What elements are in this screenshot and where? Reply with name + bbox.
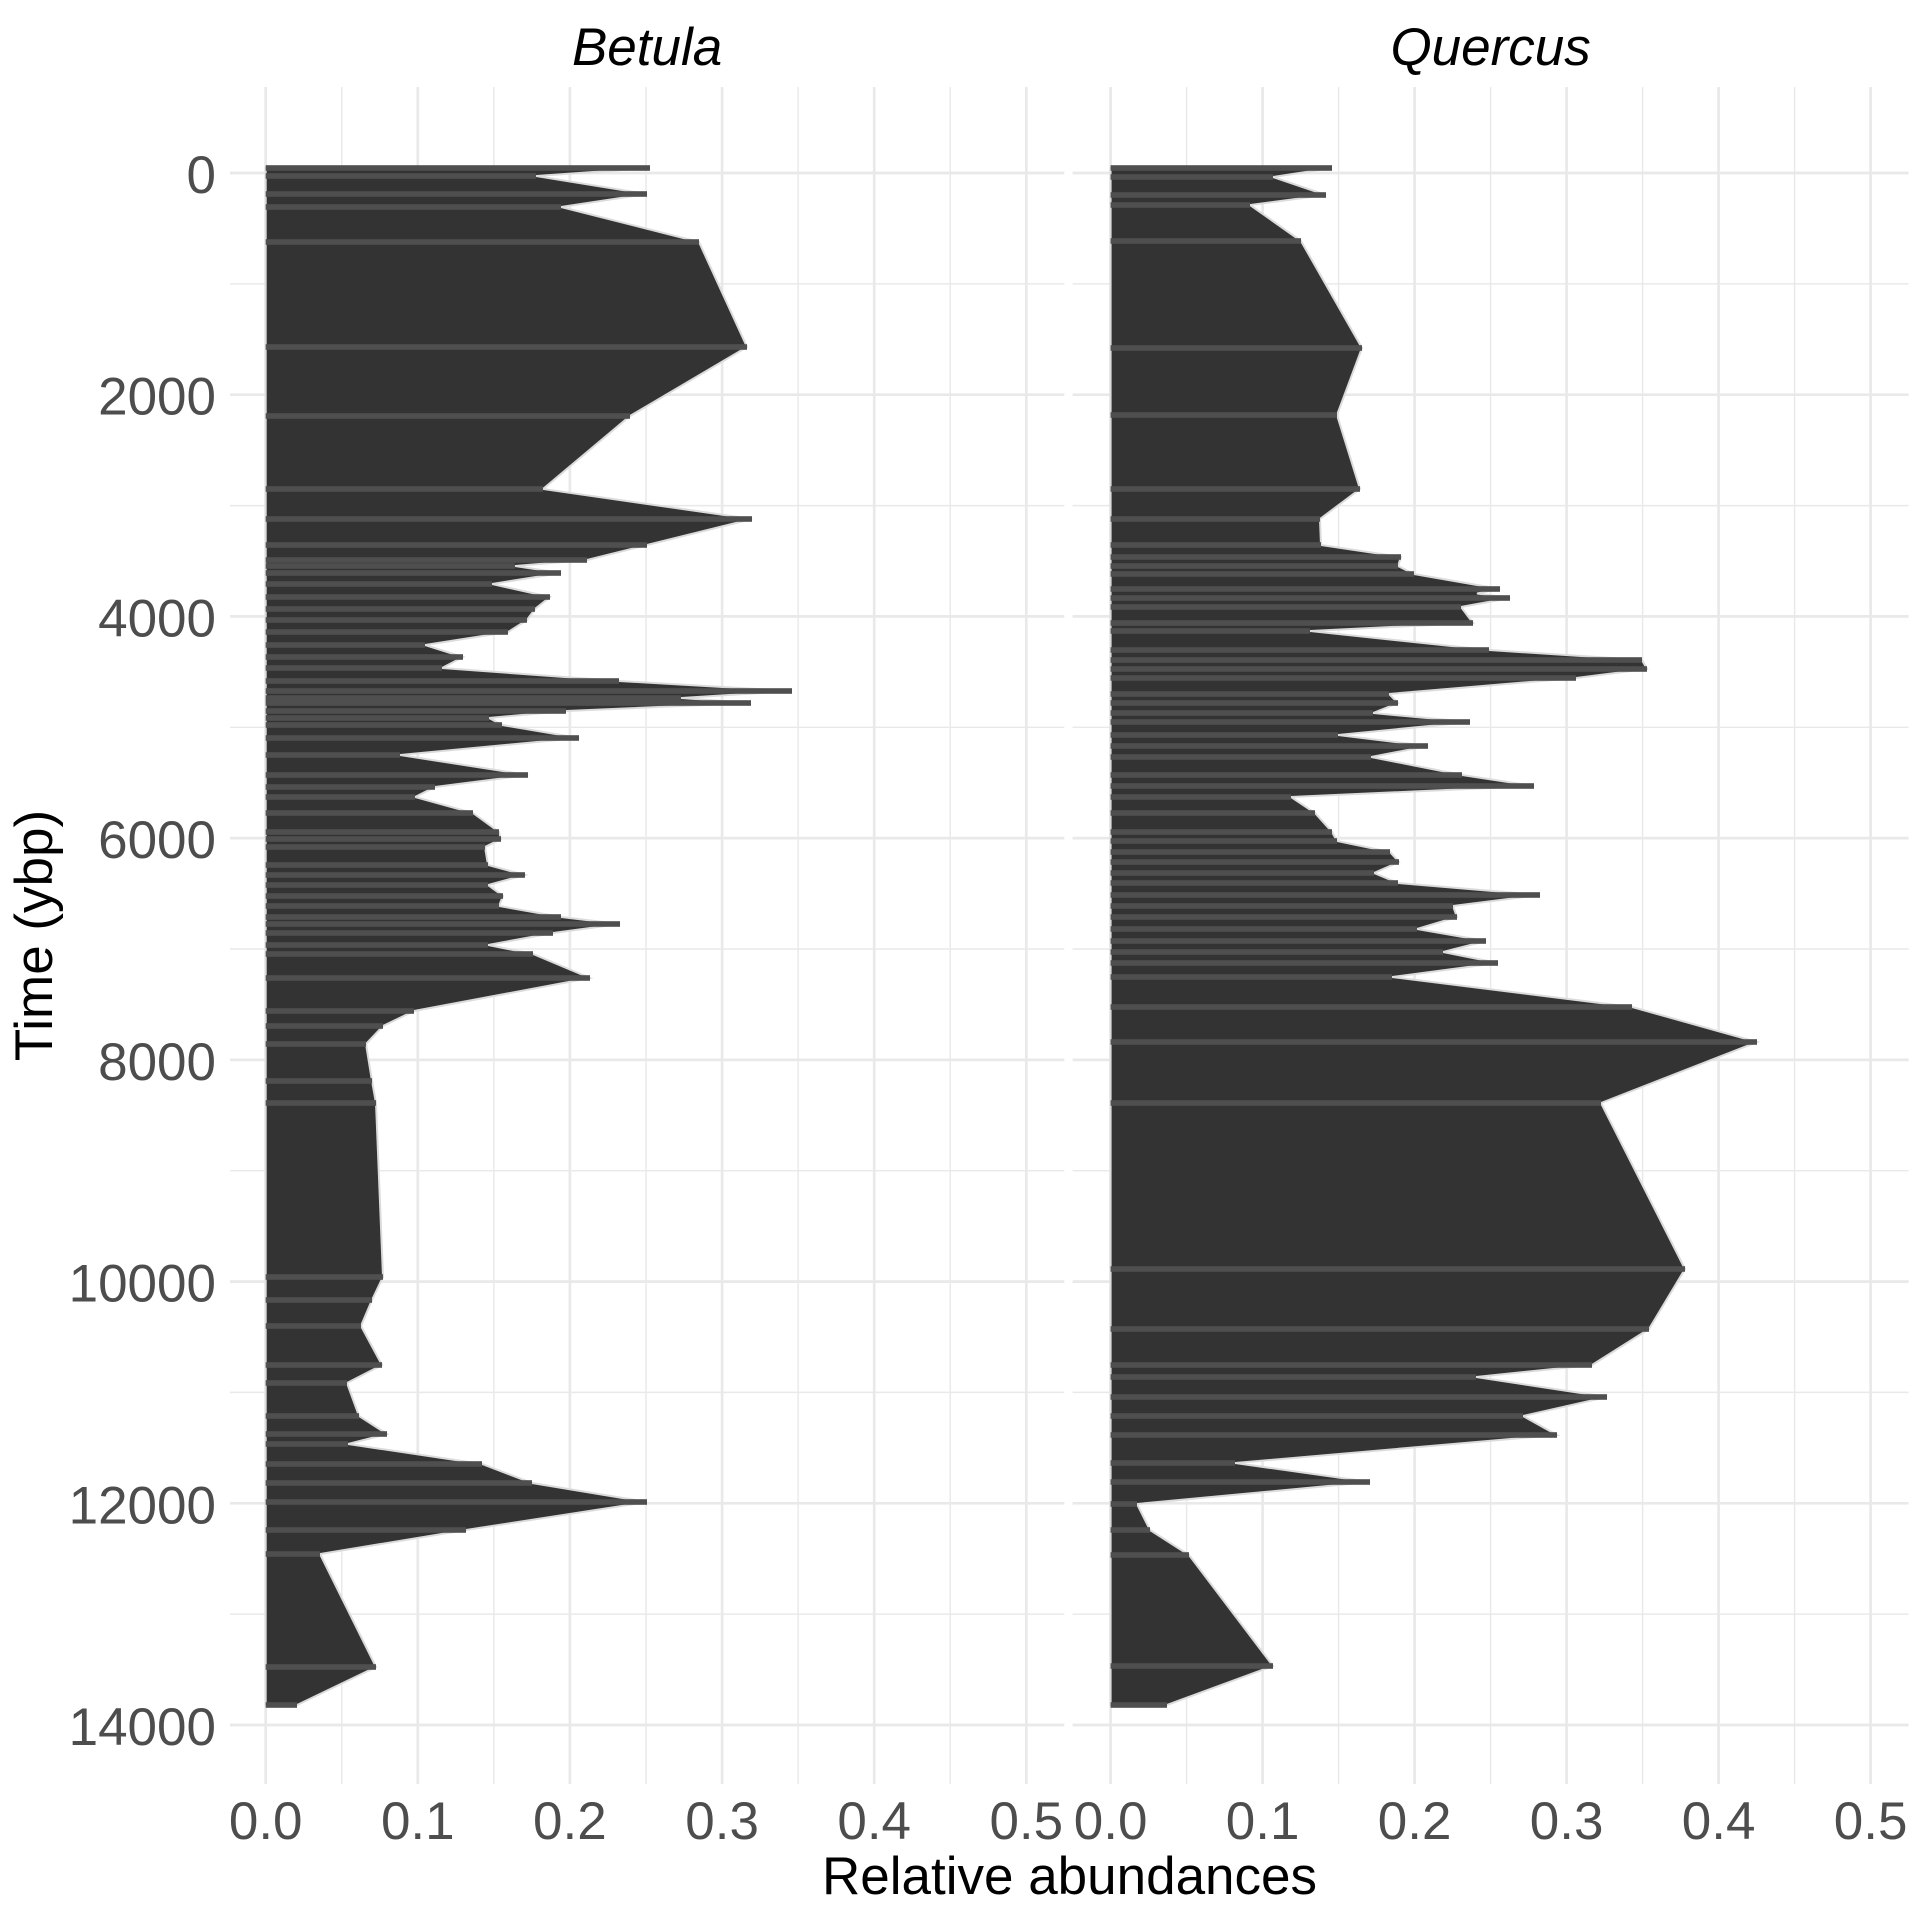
svg-text:0.3: 0.3 <box>685 1792 759 1851</box>
svg-text:0.0: 0.0 <box>229 1792 303 1851</box>
svg-text:Time (ybp): Time (ybp) <box>5 810 64 1061</box>
svg-text:Betula: Betula <box>572 18 722 77</box>
svg-text:0.4: 0.4 <box>1682 1792 1756 1851</box>
svg-text:4000: 4000 <box>98 589 216 648</box>
svg-text:0.5: 0.5 <box>989 1792 1063 1851</box>
svg-text:Quercus: Quercus <box>1390 18 1590 77</box>
svg-text:6000: 6000 <box>98 811 216 870</box>
svg-text:12000: 12000 <box>69 1476 216 1535</box>
svg-text:0.1: 0.1 <box>381 1792 455 1851</box>
svg-text:0.1: 0.1 <box>1226 1792 1300 1851</box>
svg-text:0: 0 <box>187 146 216 205</box>
svg-text:0.2: 0.2 <box>1378 1792 1452 1851</box>
svg-text:0.0: 0.0 <box>1074 1792 1148 1851</box>
svg-text:0.2: 0.2 <box>533 1792 607 1851</box>
svg-text:14000: 14000 <box>69 1698 216 1757</box>
svg-text:0.4: 0.4 <box>837 1792 911 1851</box>
svg-text:10000: 10000 <box>69 1255 216 1314</box>
svg-text:2000: 2000 <box>98 368 216 427</box>
svg-text:Relative abundances: Relative abundances <box>822 1847 1317 1906</box>
svg-text:0.3: 0.3 <box>1530 1792 1604 1851</box>
svg-text:0.5: 0.5 <box>1834 1792 1908 1851</box>
svg-text:8000: 8000 <box>98 1033 216 1092</box>
